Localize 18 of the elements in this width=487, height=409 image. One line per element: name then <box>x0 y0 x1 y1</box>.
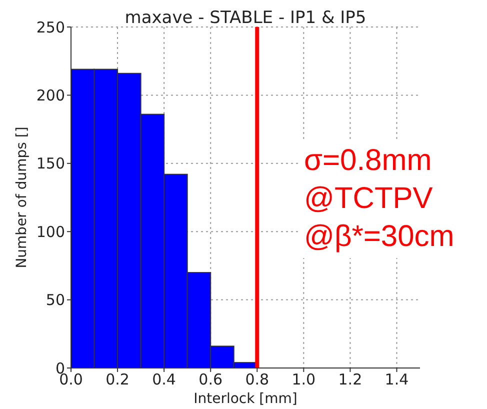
x-tick-label: 0.6 <box>198 370 223 389</box>
chart-title: maxave - STABLE - IP1 & IP5 <box>124 8 366 28</box>
x-tick-label: 0.4 <box>152 370 176 389</box>
annotation: @TCTPV <box>304 181 434 217</box>
y-tick-label: 100 <box>36 222 65 241</box>
x-tick-label: 0.8 <box>245 370 270 389</box>
annotation: σ=0.8mm <box>304 143 433 179</box>
x-tick-label: 1.2 <box>338 370 362 389</box>
y-tick-label: 200 <box>36 86 65 105</box>
annotation: @β*=30cm <box>304 219 454 255</box>
x-axis-title: Interlock [mm] <box>194 391 298 407</box>
x-tick-label: 0.2 <box>106 370 130 389</box>
y-tick-label: 50 <box>46 291 65 310</box>
x-tick-label: 1.0 <box>292 370 316 389</box>
y-tick-label: 250 <box>36 18 65 36</box>
x-tick-label: 1.4 <box>384 370 409 389</box>
y-tick-label: 150 <box>36 154 65 173</box>
y-axis-title: Number of dumps [] <box>14 126 30 268</box>
